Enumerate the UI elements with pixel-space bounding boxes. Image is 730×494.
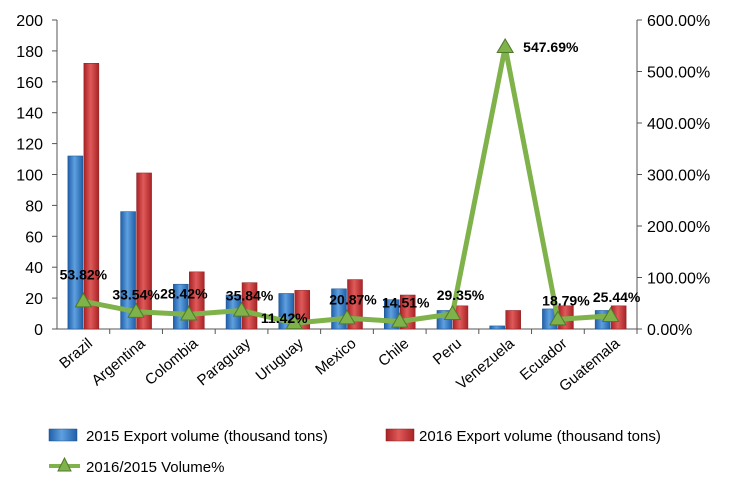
x-tick-label: Argentina [89, 335, 150, 390]
right-tick-label: 600.00% [647, 13, 710, 30]
x-tick-label: Peru [430, 335, 465, 368]
left-tick-label: 80 [25, 198, 43, 215]
left-tick-label: 40 [25, 260, 43, 277]
x-tick-label: Brazil [56, 335, 96, 372]
x-tick-label: Paraguay [194, 335, 254, 390]
volume-marker [496, 37, 515, 54]
x-tick-label: Uruguay [252, 335, 307, 385]
left-tick-label: 160 [16, 75, 43, 92]
bar-2015 [489, 325, 505, 330]
left-tick-label: 60 [25, 229, 43, 246]
left-tick-label: 180 [16, 44, 43, 61]
bar-2016 [136, 172, 152, 330]
bar-2015 [67, 155, 84, 330]
volume-data-label: 11.42% [261, 310, 308, 326]
volume-data-label: 29.35% [437, 287, 485, 303]
x-tick-label: Chile [375, 335, 412, 370]
legend-marker-volume [57, 456, 72, 472]
bar-2016 [505, 310, 521, 330]
left-tick-label: 200 [16, 13, 43, 30]
right-tick-label: 500.00% [647, 65, 710, 82]
line-series [74, 37, 620, 330]
volume-marker [127, 302, 145, 318]
x-tick-label: Mexico [312, 335, 359, 379]
right-tick-label: 200.00% [647, 219, 710, 236]
legend: 2015 Export volume (thousand tons) 2016 E… [48, 428, 661, 476]
bar-2015 [120, 211, 136, 330]
volume-marker [232, 301, 251, 317]
legend-label-2016: 2016 Export volume (thousand tons) [419, 428, 661, 445]
right-tick-label: 400.00% [647, 116, 710, 133]
right-tick-label: 0.00% [647, 322, 692, 339]
volume-data-label: 25.44% [593, 289, 641, 305]
x-tick-label: Venezuela [453, 335, 518, 393]
right-tick-label: 300.00% [647, 168, 710, 185]
volume-data-label: 18.79% [542, 292, 590, 308]
legend-swatch-2015 [48, 428, 78, 442]
volume-marker [338, 309, 356, 325]
volume-data-label: 35.84% [226, 288, 274, 304]
volume-marker [179, 305, 198, 321]
volume-line [82, 44, 611, 326]
left-tick-label: 140 [16, 106, 43, 123]
legend-label-volume: 2016/2015 Volume% [86, 459, 224, 476]
left-tick-label: 0 [34, 322, 43, 339]
right-tick-label: 100.00% [647, 271, 710, 288]
axes: 0 20 40 60 80 100 120 140 160 180 200 0.00% 100.00% 2… [16, 13, 710, 395]
volume-data-label: 28.42% [160, 285, 208, 301]
volume-marker [285, 314, 304, 330]
legend-swatch-2016 [385, 428, 415, 442]
volume-marker [390, 312, 409, 328]
left-tick-label: 20 [25, 291, 43, 308]
legend-label-2015: 2015 Export volume (thousand tons) [86, 428, 328, 445]
left-tick-label: 100 [16, 168, 43, 185]
volume-marker [74, 292, 93, 308]
volume-marker [549, 310, 567, 326]
volume-data-label: 33.54% [112, 287, 160, 303]
volume-marker [443, 304, 462, 320]
bar-2016 [83, 63, 100, 330]
volume-marker [601, 306, 620, 322]
volume-data-label: 53.82% [60, 266, 108, 282]
volume-data-label: 20.87% [329, 291, 377, 307]
volume-data-label: 547.69% [523, 39, 579, 55]
data-labels: 53.82%33.54% 28.42% 35.84% 11.42% 20.87% 14.5… [60, 39, 641, 326]
left-tick-label: 120 [16, 137, 43, 154]
volume-data-label: 14.51% [382, 295, 430, 311]
x-tick-label: Colombia [142, 335, 202, 389]
